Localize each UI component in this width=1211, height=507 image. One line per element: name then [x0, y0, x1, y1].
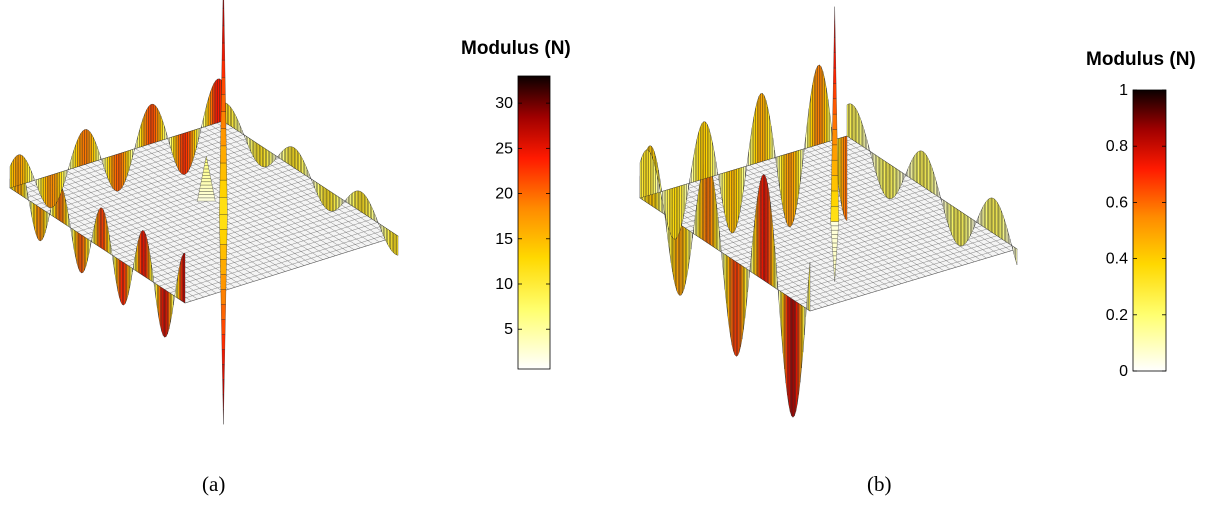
colorbar-tick-label: 0.4 — [1106, 251, 1128, 268]
colorbar-b: Modulus (N) 0 0.2 0.4 0.6 0.8 1 — [1086, 49, 1196, 380]
surface-edge-wave — [846, 103, 1018, 265]
colorbar-title-a: Modulus (N) — [461, 38, 571, 59]
surface-mesh — [9, 120, 399, 304]
colorbar-tick-label: 10 — [495, 276, 513, 293]
surface-spike — [219, 0, 228, 215]
colorbar-tick-label: 15 — [495, 231, 513, 248]
surface-edge-wave — [9, 78, 224, 209]
caption-b: (b) — [867, 472, 892, 496]
colorbar-ticks-b: 0 0.2 0.4 0.6 0.8 1 — [1106, 82, 1166, 380]
colorbar-tick-label: 0.2 — [1106, 307, 1128, 324]
colorbar-tick-label: 20 — [495, 186, 513, 203]
colorbar-tick-label: 30 — [495, 95, 513, 112]
surface-spike — [197, 156, 216, 202]
surface-edge-wave — [222, 102, 399, 256]
colorbar-a: Modulus (N) 5 10 15 20 25 30 — [461, 38, 571, 370]
colorbar-ticks-a: 5 10 15 20 25 30 — [495, 95, 550, 338]
colorbar-tick-label: 0.8 — [1106, 138, 1128, 155]
colorbar-tick-label: 25 — [495, 140, 513, 157]
surface-spike — [830, 6, 839, 222]
surface-plot-b — [639, 6, 1018, 418]
colorbar-gradient-a — [517, 75, 551, 370]
surface-edge-wave — [639, 64, 848, 240]
colorbar-gradient-b — [1132, 89, 1167, 372]
colorbar-title-b: Modulus (N) — [1086, 49, 1196, 70]
surface-spike — [830, 221, 839, 282]
caption-a: (a) — [202, 472, 226, 496]
surface-edge-wave — [9, 162, 186, 338]
colorbar-tick-label: 0 — [1119, 363, 1128, 380]
surface-plot-a — [9, 0, 399, 425]
colorbar-tick-label: 1 — [1119, 82, 1128, 99]
colorbar-tick-label: 5 — [504, 321, 513, 338]
surface-spike — [219, 214, 228, 425]
colorbar-tick-label: 0.6 — [1106, 194, 1128, 211]
